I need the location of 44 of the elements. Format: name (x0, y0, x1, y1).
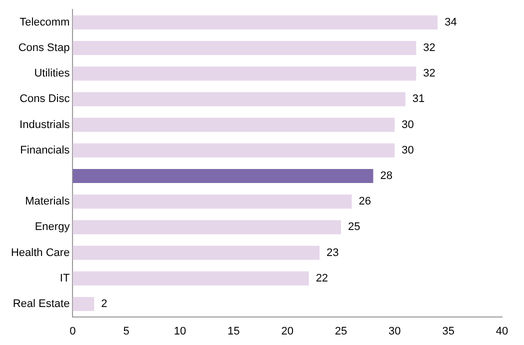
bar (72, 66, 416, 81)
data-label: 26 (358, 196, 371, 208)
bar (72, 168, 374, 184)
bar (72, 143, 395, 158)
data-label: 31 (412, 93, 425, 106)
bar (72, 118, 395, 132)
bar (72, 15, 438, 30)
x-tick-label: 25 (334, 325, 348, 338)
data-label: 32 (423, 68, 436, 80)
data-label: 22 (316, 272, 328, 284)
x-tick-label: 10 (174, 325, 186, 338)
bar (72, 296, 94, 312)
x-tick-label: 15 (228, 325, 240, 338)
y-tick-label: Industrials (20, 118, 70, 131)
x-tick-label: 30 (388, 325, 401, 338)
y-tick-label: Energy (34, 221, 70, 234)
data-label: 28 (380, 170, 392, 182)
x-tick-label: 5 (123, 325, 130, 338)
y-tick-label: Cons Disc (20, 93, 70, 106)
data-label: 25 (348, 221, 360, 234)
data-label: 32 (423, 42, 436, 54)
y-tick-label: Utilities (34, 68, 70, 80)
x-tick-label: 0 (70, 325, 76, 338)
y-tick-label: Cons Stap (18, 42, 70, 54)
y-tick-label: Health Care (10, 246, 70, 259)
y-tick-label: Financials (20, 144, 70, 156)
x-tick-label: 40 (496, 325, 508, 338)
y-tick-label: Real Estate (12, 298, 70, 310)
data-label: 23 (326, 246, 339, 259)
bar (72, 40, 416, 56)
bar (72, 220, 342, 234)
bar (72, 246, 320, 260)
data-label: 2 (101, 298, 108, 310)
y-tick-label: Materials (25, 196, 70, 208)
y-tick-label: IT (60, 272, 70, 284)
data-label: 34 (444, 16, 457, 28)
bar (72, 194, 352, 209)
y-tick-label: Telecomm (20, 16, 70, 28)
bar (72, 92, 406, 106)
x-tick-label: 35 (442, 325, 454, 338)
data-label: 30 (402, 144, 414, 156)
x-tick-label: 20 (281, 325, 294, 338)
bar (72, 271, 309, 286)
data-label: 30 (402, 118, 414, 131)
